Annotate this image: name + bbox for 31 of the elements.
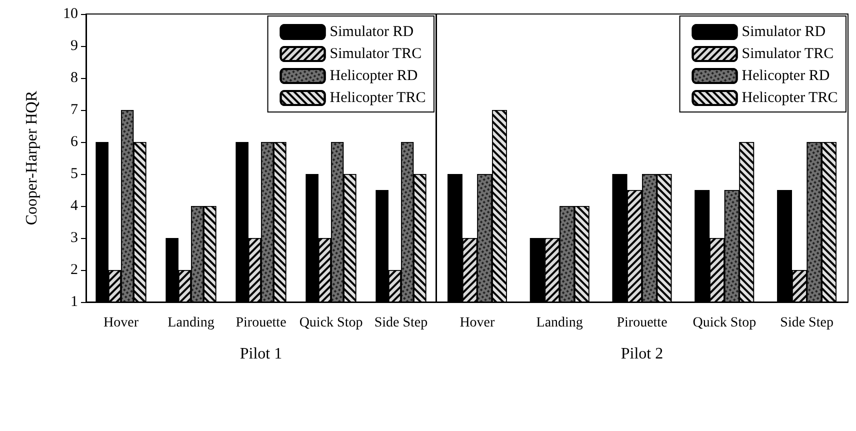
x-axis-title: Pilot 2 xyxy=(620,346,664,362)
x-tick-label: Landing xyxy=(168,316,214,330)
legend-label: Helicopter RD xyxy=(330,68,418,84)
y-tick-label: 1 xyxy=(70,294,78,310)
legend-label: Simulator RD xyxy=(330,24,414,40)
x-tick-label: Pirouette xyxy=(236,316,286,330)
legend-label: Simulator RD xyxy=(742,24,826,40)
x-tick-label: Landing xyxy=(536,316,583,330)
x-tick-label: Side Step xyxy=(374,316,428,330)
x-tick-label: Quick Stop xyxy=(692,316,756,330)
y-tick-label: 3 xyxy=(70,230,78,246)
x-tick-label: Pirouette xyxy=(616,316,668,330)
legend-label: Helicopter TRC xyxy=(742,90,838,106)
y-tick-label: 2 xyxy=(70,262,78,278)
y-tick-label: 4 xyxy=(70,198,78,214)
y-tick-label: 6 xyxy=(70,134,78,150)
y-tick-label: 8 xyxy=(70,70,78,86)
x-axis-title: Pilot 1 xyxy=(240,346,282,362)
y-tick-label: 9 xyxy=(70,38,78,54)
x-tick-label: Side Step xyxy=(780,316,834,330)
legend-label: Simulator TRC xyxy=(742,46,834,62)
x-tick-label: Quick Stop xyxy=(299,316,363,330)
legend-label: Helicopter RD xyxy=(742,68,830,84)
y-tick-label: 7 xyxy=(70,102,78,118)
x-tick-label: Hover xyxy=(460,316,496,330)
y-tick-label: 5 xyxy=(70,166,78,182)
legend-label: Helicopter TRC xyxy=(330,90,426,106)
y-tick-label: 10 xyxy=(63,6,78,22)
y-axis-title: Cooper-Harper HQR xyxy=(24,90,40,226)
legend-label: Simulator TRC xyxy=(330,46,422,62)
x-tick-label: Hover xyxy=(104,316,139,330)
